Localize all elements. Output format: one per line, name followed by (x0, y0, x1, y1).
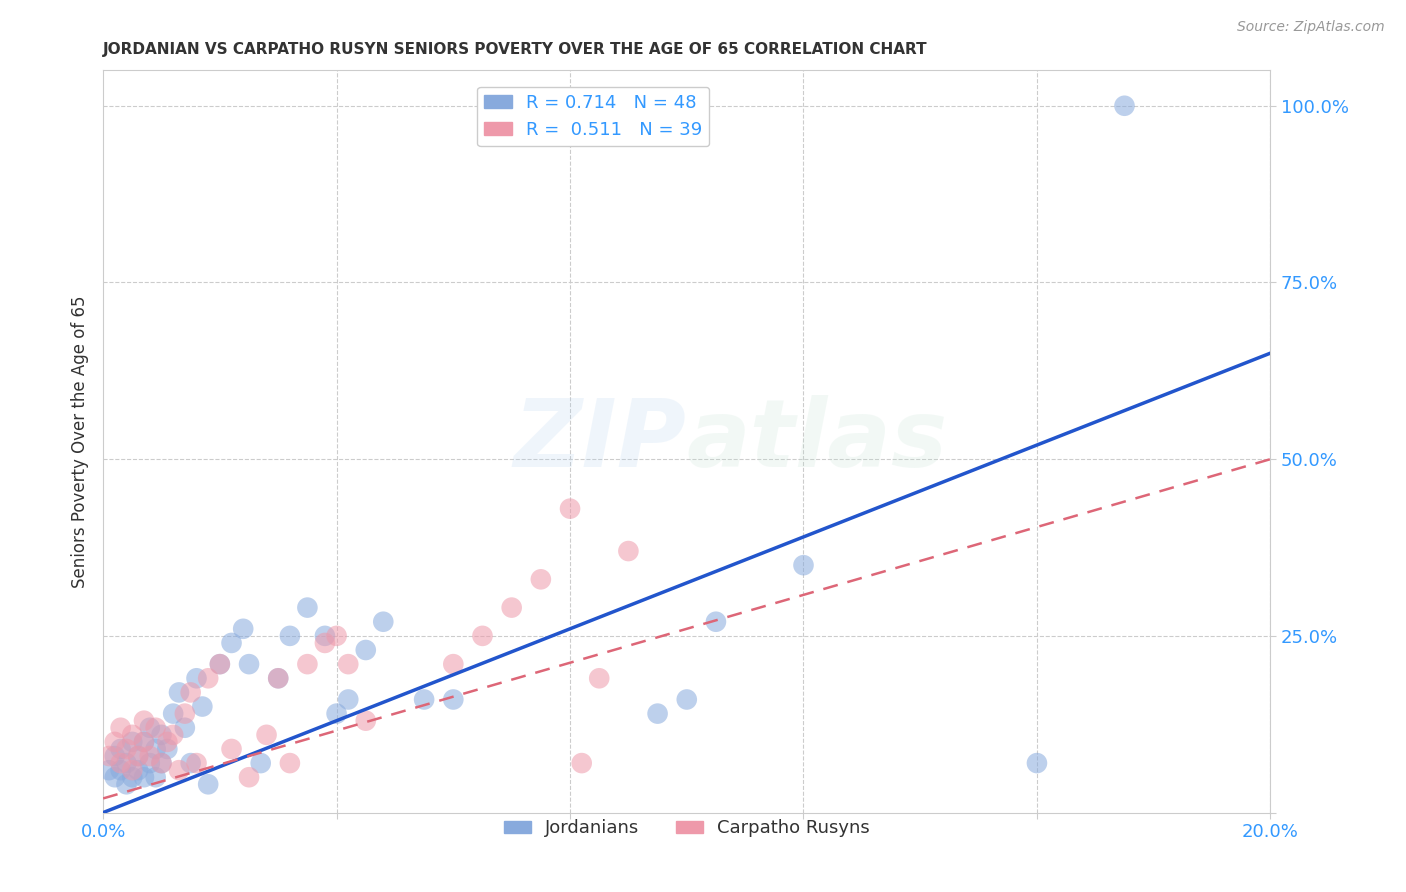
Point (104, 749, 127, 764)
Point (98, 749, 121, 764)
Point (354, 643, 377, 657)
Point (471, 629, 494, 643)
Point (180, 685, 202, 699)
Point (145, 770, 167, 784)
Point (238, 657, 260, 672)
Point (121, 735, 143, 749)
Point (278, 756, 301, 770)
Point (167, 685, 190, 699)
Point (337, 692, 360, 706)
Point (104, 770, 127, 784)
Text: Source: ZipAtlas.com: Source: ZipAtlas.com (1237, 20, 1385, 34)
Point (180, 756, 202, 770)
Point (704, 615, 727, 629)
Point (558, 501, 581, 516)
Point (150, 728, 173, 742)
Point (1114, 99, 1136, 113)
Point (197, 777, 219, 791)
Point (441, 657, 464, 672)
Point (132, 770, 155, 784)
Point (373, 615, 395, 629)
Point (221, 636, 243, 650)
Point (162, 728, 184, 742)
Point (278, 629, 301, 643)
Point (110, 721, 132, 735)
Point (354, 714, 377, 728)
Point (325, 706, 347, 721)
Point (150, 756, 173, 770)
Point (145, 742, 167, 756)
Point (121, 770, 143, 784)
Point (186, 756, 208, 770)
Text: atlas: atlas (686, 395, 948, 488)
Point (121, 763, 143, 777)
Point (115, 777, 138, 791)
Point (325, 629, 347, 643)
Legend: Jordanians, Carpatho Rusyns: Jordanians, Carpatho Rusyns (496, 812, 877, 845)
Point (675, 692, 697, 706)
Point (127, 749, 149, 764)
Point (98, 763, 121, 777)
Point (139, 749, 162, 764)
Point (314, 629, 336, 643)
Point (150, 756, 173, 770)
Point (267, 671, 290, 685)
Point (167, 763, 190, 777)
Point (617, 544, 640, 558)
Point (110, 763, 132, 777)
Y-axis label: Seniors Poverty Over the Age of 65: Seniors Poverty Over the Age of 65 (72, 295, 89, 588)
Point (792, 558, 814, 573)
Point (132, 714, 155, 728)
Point (413, 692, 436, 706)
Point (232, 622, 254, 636)
Point (121, 728, 143, 742)
Point (104, 735, 127, 749)
Point (501, 600, 523, 615)
Point (132, 735, 155, 749)
Point (571, 756, 593, 770)
Point (238, 770, 260, 784)
Point (256, 728, 278, 742)
Point (297, 600, 319, 615)
Point (221, 742, 243, 756)
Point (139, 721, 162, 735)
Point (132, 735, 155, 749)
Point (127, 749, 149, 764)
Point (139, 756, 162, 770)
Point (162, 706, 184, 721)
Point (267, 671, 290, 685)
Point (115, 742, 138, 756)
Point (115, 756, 138, 770)
Point (197, 671, 219, 685)
Point (145, 721, 167, 735)
Point (530, 572, 553, 586)
Point (156, 742, 179, 756)
Point (186, 671, 208, 685)
Point (173, 706, 195, 721)
Point (156, 735, 179, 749)
Point (441, 692, 464, 706)
Point (191, 699, 214, 714)
Point (110, 742, 132, 756)
Point (208, 657, 231, 672)
Point (110, 756, 132, 770)
Point (127, 763, 149, 777)
Point (208, 657, 231, 672)
Point (588, 671, 610, 685)
Point (249, 756, 271, 770)
Point (173, 721, 195, 735)
Text: JORDANIAN VS CARPATHO RUSYN SENIORS POVERTY OVER THE AGE OF 65 CORRELATION CHART: JORDANIAN VS CARPATHO RUSYN SENIORS POVE… (103, 42, 928, 57)
Point (297, 657, 319, 672)
Point (314, 636, 336, 650)
Point (337, 657, 360, 672)
Point (647, 706, 669, 721)
Point (1026, 756, 1049, 770)
Text: ZIP: ZIP (513, 395, 686, 488)
